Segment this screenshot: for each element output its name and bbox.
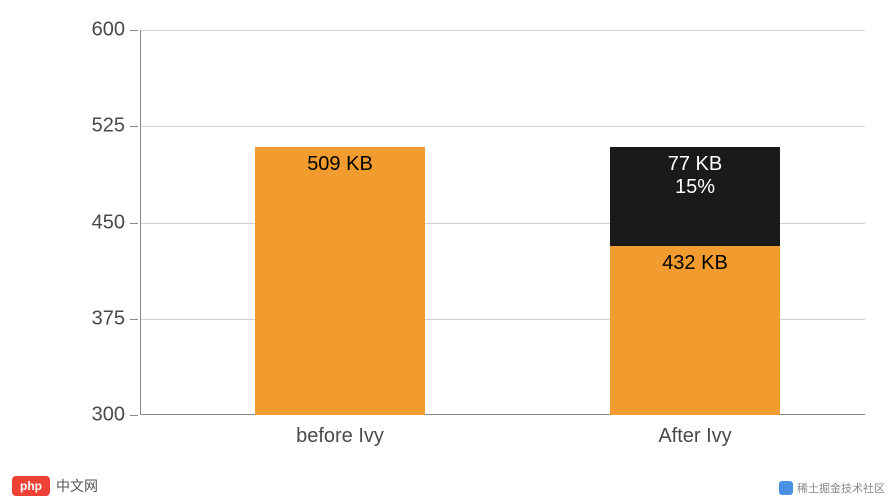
watermark-left-text: 中文网	[56, 476, 98, 496]
bar-chart: 300375450525600 509 KB432 KB77 KB15% bef…	[70, 30, 865, 460]
y-tick	[130, 223, 138, 224]
watermark-logo-icon	[779, 481, 793, 495]
bar-value-label: 15%	[675, 176, 715, 199]
y-axis-label: 300	[92, 404, 125, 427]
y-axis-label: 525	[92, 115, 125, 138]
watermark-right: 稀土掘金技术社区	[779, 480, 885, 496]
bar-segment: 509 KB	[255, 147, 425, 415]
plot-area: 509 KB 432 KB 77 KB15%	[140, 30, 865, 415]
bar-value-label: 77 KB	[668, 153, 722, 176]
watermark-left: php 中文网	[12, 476, 98, 496]
y-axis-label: 375	[92, 307, 125, 330]
y-tick	[130, 415, 138, 416]
watermark-right-text: 稀土掘金技术社区	[797, 480, 885, 496]
y-axis-label: 600	[92, 19, 125, 42]
x-axis-label: before Ivy	[296, 425, 384, 448]
bar-before-ivy: 509 KB	[255, 147, 425, 415]
bar-segment: 432 KB	[610, 246, 780, 415]
bar-after-ivy: 432 KB 77 KB15%	[610, 147, 780, 415]
x-axis-label: After Ivy	[658, 425, 731, 448]
y-tick	[130, 126, 138, 127]
bar-value-label: 509 KB	[307, 153, 373, 176]
bar-value-label: 432 KB	[662, 252, 728, 275]
y-axis-label: 450	[92, 211, 125, 234]
y-tick	[130, 319, 138, 320]
watermark-badge: php	[12, 476, 50, 496]
bar-segment: 77 KB15%	[610, 147, 780, 246]
y-tick	[130, 30, 138, 31]
